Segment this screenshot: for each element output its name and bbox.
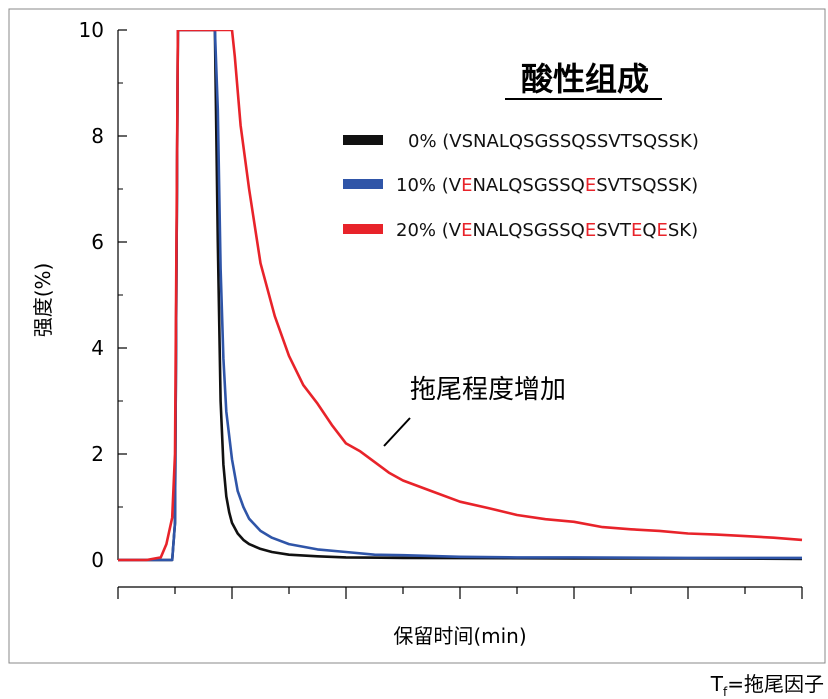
legend-seq-highlight: E: [631, 220, 642, 241]
y-tick-label: 10: [79, 18, 104, 42]
legend-title: 酸性组成: [521, 60, 649, 98]
legend-seq-highlight: E: [461, 220, 472, 241]
legend-seq-highlight: E: [585, 175, 596, 196]
footnote: Tf=拖尾因子: [711, 668, 824, 699]
annotation: 拖尾程度增加: [383, 375, 566, 447]
footnote-sub: f: [723, 685, 728, 699]
y-tick-label: 8: [91, 124, 104, 148]
footnote-text: =拖尾因子: [727, 672, 824, 696]
y-tick-label: 0: [91, 548, 104, 572]
legend-pct: 10%: [396, 175, 436, 196]
footnote-t: T: [710, 672, 723, 696]
annotation-pointer: [383, 417, 411, 447]
y-axis-title: 强度(%): [31, 263, 55, 338]
legend-seq-start: (V: [436, 175, 462, 196]
legend-seq-part: SK): [668, 220, 698, 241]
legend-seq-part: SNALQSGSSQSSVTSQSSK): [462, 131, 699, 152]
legend-seq-start: (V: [436, 220, 462, 241]
series-line-20pct: [118, 30, 803, 562]
legend-swatch: [343, 224, 383, 234]
legend-entry-label: 10% (VENALQSGSSQESVTSQSSK): [396, 175, 698, 196]
legend-entry-label: 0% (VSNALQSGSSQSSVTSQSSK): [408, 131, 699, 152]
series-line-10pct: [118, 30, 802, 562]
legend-seq-part: SVT: [596, 220, 632, 241]
legend-entry-label: 20% (VENALQSGSSQESVTEQESK): [396, 220, 698, 241]
legend-seq-part: NALQSGSSQ: [472, 220, 584, 241]
legend-pct: 20%: [396, 220, 436, 241]
legend-swatch: [343, 179, 383, 189]
y-tick-label: 4: [91, 336, 104, 360]
series-layer: [118, 30, 803, 562]
legend-seq-part: Q: [642, 220, 656, 241]
legend-seq-part: SVTSQSSK): [596, 175, 698, 196]
legend-pct: 0%: [408, 131, 437, 152]
legend-seq-highlight: E: [585, 220, 596, 241]
plot-frame: [8, 8, 826, 664]
series-line-0pct: [118, 30, 803, 562]
legend-seq-part: NALQSGSSQ: [472, 175, 584, 196]
y-tick-label: 2: [91, 442, 104, 466]
x-axis-title: 保留时间(min): [393, 624, 526, 648]
axes: 0 2 4 6 8 10 保留时间(min) 强度(%): [31, 18, 803, 648]
legend-seq-highlight: E: [461, 175, 472, 196]
legend-swatch: [343, 135, 383, 145]
legend-seq-highlight: E: [656, 220, 667, 241]
legend-seq-start: (V: [437, 131, 463, 152]
y-tick-label: 6: [91, 230, 104, 254]
annotation-text: 拖尾程度增加: [410, 375, 566, 405]
